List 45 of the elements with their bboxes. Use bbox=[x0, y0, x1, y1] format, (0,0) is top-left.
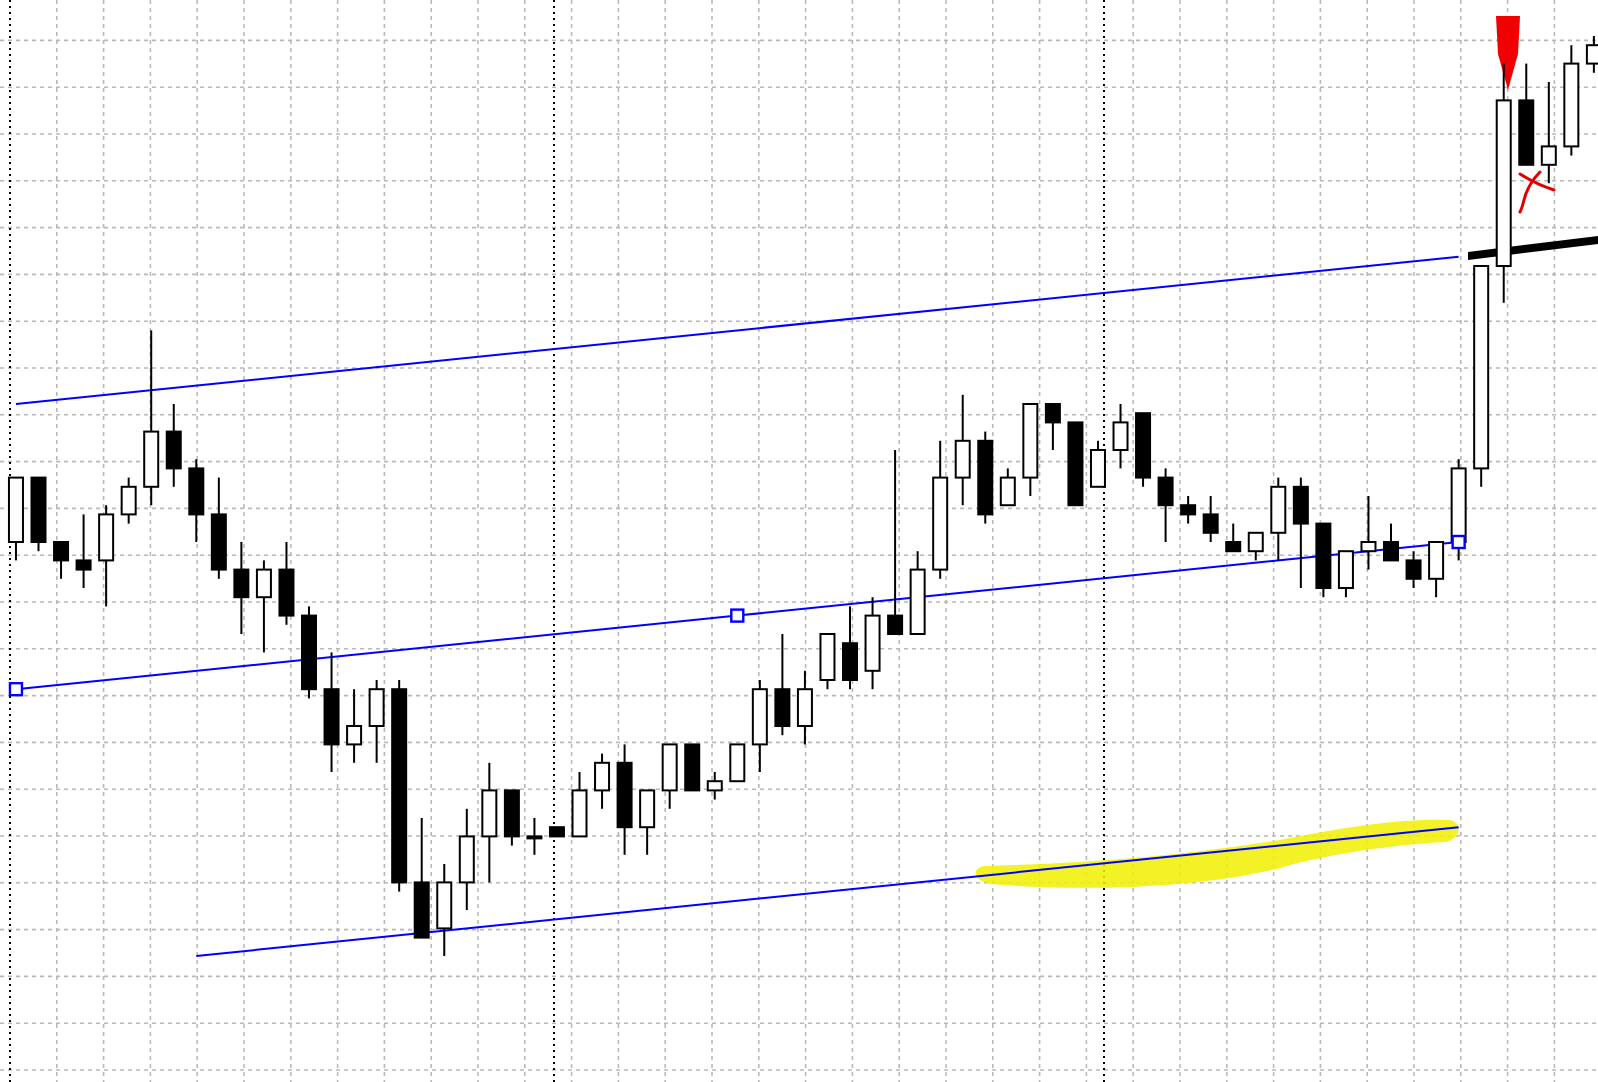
candlestick bbox=[1405, 550, 1422, 589]
candlestick bbox=[774, 633, 791, 737]
candlestick bbox=[188, 458, 205, 543]
candlestick bbox=[954, 393, 971, 507]
candlestick bbox=[233, 541, 250, 635]
candlestick bbox=[1292, 476, 1309, 589]
candlestick bbox=[842, 605, 859, 691]
candlestick bbox=[1157, 467, 1174, 543]
candlestick bbox=[1112, 403, 1129, 470]
candlestick bbox=[255, 559, 272, 654]
candlestick bbox=[1428, 541, 1445, 599]
candlestick bbox=[571, 771, 588, 838]
candlestick bbox=[594, 752, 611, 810]
candlestick bbox=[1202, 495, 1219, 543]
candlestick bbox=[661, 743, 678, 810]
candlestick bbox=[1225, 522, 1242, 553]
candlestick bbox=[436, 863, 453, 957]
candlestick bbox=[458, 807, 475, 911]
candlestick bbox=[165, 403, 182, 488]
candlestick bbox=[1270, 476, 1287, 562]
candlestick bbox=[278, 541, 295, 626]
candlestick bbox=[120, 476, 137, 525]
candlestick bbox=[481, 761, 498, 884]
candlestick bbox=[75, 513, 92, 589]
candlestick bbox=[1360, 495, 1377, 571]
candlestick bbox=[1044, 403, 1061, 451]
candlestick bbox=[346, 688, 363, 764]
candlestick bbox=[684, 743, 701, 792]
candlestick bbox=[503, 789, 520, 847]
candlestick bbox=[98, 504, 115, 608]
candlestick bbox=[819, 633, 836, 691]
candlestick bbox=[1540, 81, 1557, 185]
candlestick bbox=[1247, 531, 1264, 562]
candlestick bbox=[53, 541, 70, 580]
candlestick bbox=[1337, 550, 1354, 599]
candlestick bbox=[526, 817, 543, 856]
candlestick bbox=[887, 449, 904, 635]
candlestick bbox=[796, 669, 813, 746]
candlestick bbox=[1180, 495, 1197, 525]
candlestick bbox=[639, 789, 656, 856]
candlestick bbox=[706, 771, 723, 801]
candlestick bbox=[729, 743, 746, 783]
candlestick bbox=[368, 679, 385, 764]
candlestick bbox=[1383, 522, 1400, 562]
candlestick bbox=[999, 467, 1016, 507]
